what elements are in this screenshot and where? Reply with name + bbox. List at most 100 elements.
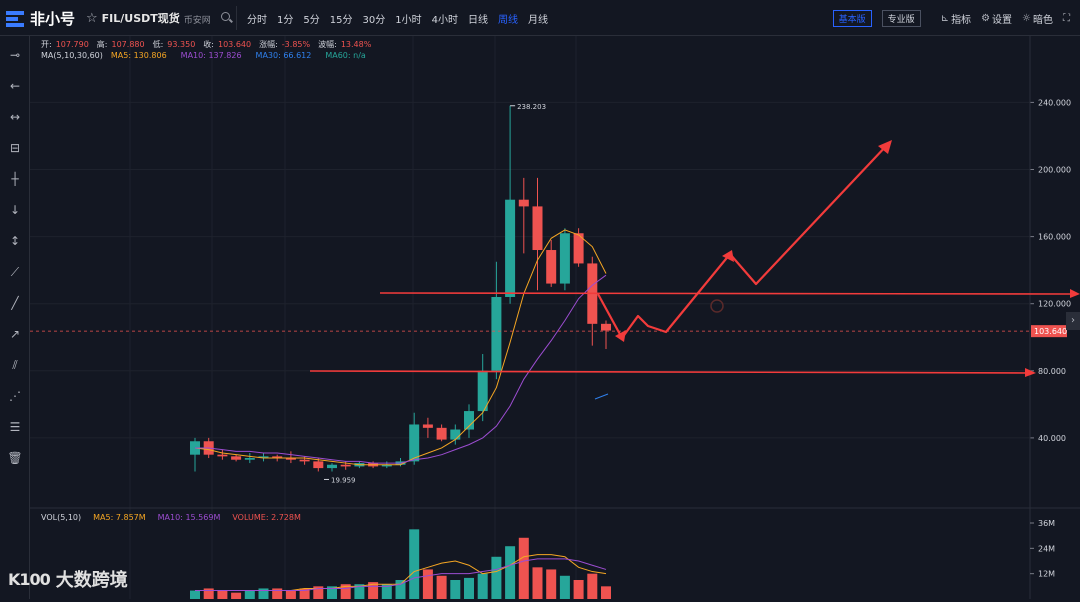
volume-bar — [381, 584, 392, 599]
ohlc-high: 高: 107.880 — [96, 40, 145, 49]
vol-ma5-value: MA5: 7.857M — [93, 513, 146, 522]
theme-button[interactable]: ☼ 暗色 — [1022, 11, 1053, 26]
ray-left-tool-icon[interactable]: ← — [9, 79, 21, 93]
indicator-label: 指标 — [951, 15, 972, 26]
resistance-arrowhead — [1070, 289, 1080, 298]
volume-bar — [587, 573, 598, 599]
chart-line-icon: ⊾ — [940, 13, 950, 24]
extended-line-tool-icon[interactable]: ↔ — [9, 110, 21, 124]
interval-tab-4[interactable]: 30分 — [362, 15, 386, 26]
interval-tab-8[interactable]: 周线 — [497, 15, 518, 26]
volume-legend: VOL(5,10) MA5: 7.857M MA10: 15.569M VOLU… — [41, 513, 305, 522]
volume-bar — [395, 580, 406, 599]
candle-body — [601, 323, 611, 331]
volume-bar — [285, 590, 296, 599]
ohlc-open: 开: 107.790 — [41, 40, 89, 49]
interval-tab-6[interactable]: 4小时 — [431, 15, 458, 26]
ohlc-legend: 开: 107.790 高: 107.880 低: 93.350 收: 103.640 涨… — [41, 39, 379, 50]
drawing-toolbar: ⊸ ← ↔ ⊟ ┼ ↓ ↕ ⟋ ╱ ↗ ⫽ ⋰ ☰ 🗑 — [0, 36, 30, 599]
right-toolbar: 基本版 专业版 ⊾ 指标 ⚙ 设置 ☼ 暗色 ⛶ — [832, 10, 1072, 27]
volume-bar — [491, 556, 502, 599]
interval-tab-1[interactable]: 1分 — [277, 15, 294, 26]
candle-body — [532, 206, 543, 251]
ma-title: MA(5,10,30,60) — [41, 51, 103, 60]
indicator-button[interactable]: ⊾ 指标 — [941, 11, 971, 26]
symbol-selector[interactable]: ☆ FIL/USDT现货 币安网 — [86, 10, 233, 26]
interval-tab-2[interactable]: 5分 — [303, 15, 320, 26]
divider — [236, 6, 237, 30]
trend-line-tool-icon[interactable]: ⟋ — [10, 265, 20, 279]
candlestick-chart[interactable]: 240.000 200.000 160.000 120.000 80.000 40.000… — [30, 36, 1080, 599]
horizontal-line-tool-icon[interactable]: ⊟ — [9, 141, 21, 155]
interval-tab-7[interactable]: 日线 — [467, 15, 488, 26]
vertical-segment-tool-icon[interactable]: ↕ — [9, 234, 21, 248]
forecast-arrowhead — [878, 140, 892, 154]
search-icon[interactable] — [220, 12, 233, 24]
resistance-line — [379, 292, 1071, 295]
ohlc-close: 收: 103.640 — [203, 40, 252, 49]
volume-bar — [450, 580, 461, 599]
candle-body — [573, 233, 584, 264]
ma60-value: MA60: n/a — [325, 51, 366, 60]
collapse-panel-button[interactable]: › — [1066, 312, 1080, 330]
volume-bar — [340, 584, 351, 599]
forecast-arrowhead-2 — [722, 250, 734, 262]
candle-body — [518, 199, 529, 207]
support-arrowhead — [1025, 368, 1036, 377]
logo[interactable]: 非小号 — [6, 8, 75, 29]
chart-area[interactable]: 240.000 200.000 160.000 120.000 80.000 40.000… — [30, 36, 1080, 599]
fibonacci-tool-icon[interactable]: ☰ — [9, 420, 21, 434]
ma5-line — [194, 229, 607, 466]
vertical-line-tool-icon[interactable]: ┼ — [11, 172, 19, 186]
volume-bar — [190, 590, 200, 599]
interval-tab-0[interactable]: 分时 — [247, 15, 267, 26]
basic-mode-button[interactable]: 基本版 — [832, 10, 872, 27]
gear-icon: ⚙ — [981, 13, 991, 24]
current-price-tag — [1031, 325, 1067, 338]
candle-body — [327, 464, 337, 469]
segment-tool-icon[interactable]: ╱ — [11, 296, 19, 310]
ma30-line — [594, 393, 609, 400]
settings-button[interactable]: ⚙ 设置 — [981, 11, 1012, 26]
candle-body — [340, 464, 351, 467]
arrow-tool-icon[interactable]: ↗ — [9, 327, 21, 341]
volume-bar — [354, 584, 365, 599]
volume-bar — [573, 580, 584, 599]
volume-ma10-line — [195, 558, 607, 592]
candle-body — [258, 456, 269, 459]
ma5-value: MA5: 130.806 — [110, 51, 167, 60]
interval-tab-9[interactable]: 月线 — [527, 15, 548, 26]
pitchfork-tool-icon[interactable]: ⋰ — [9, 389, 21, 403]
volume-bar — [559, 575, 570, 599]
volume-bar — [464, 577, 474, 599]
trash-icon[interactable]: 🗑 — [7, 451, 23, 465]
candle-body — [217, 454, 228, 457]
logo-text: 非小号 — [30, 10, 76, 28]
symbol-name: FIL/USDT现货 — [101, 12, 180, 25]
volume-bar — [546, 569, 557, 599]
volume-bar — [203, 588, 214, 599]
interval-tabs: 分时 1分 5分 15分 30分 1小时 4小时 日线 周线 月线 — [247, 11, 558, 26]
volume-bar — [313, 586, 324, 599]
pro-mode-button[interactable]: 专业版 — [881, 10, 921, 27]
ma-legend: MA(5,10,30,60) MA5: 130.806 MA10: 137.82… — [41, 51, 370, 60]
parallel-channel-tool-icon[interactable]: ⫽ — [12, 358, 18, 372]
low-marker-label: 19.959 — [331, 476, 356, 484]
fullscreen-button[interactable]: ⛶ — [1063, 13, 1072, 24]
volume-bar — [518, 537, 529, 599]
candle-body — [505, 199, 516, 297]
interval-tab-5[interactable]: 1小时 — [395, 15, 422, 26]
candle-body — [422, 424, 433, 428]
logo-icon — [6, 10, 26, 28]
volume-bar — [436, 575, 447, 599]
crosshair-tool-icon[interactable]: ⊸ — [9, 48, 21, 62]
vertical-ray-tool-icon[interactable]: ↓ — [9, 203, 21, 217]
price-axis-label-1: 200.000 — [1038, 166, 1071, 175]
volume-bar — [532, 567, 543, 599]
ma30-value: MA30: 66.612 — [255, 51, 312, 60]
ohlc-amplitude: 波幅: 13.48% — [318, 40, 372, 49]
volume-bar — [368, 582, 379, 599]
interval-tab-3[interactable]: 15分 — [329, 15, 353, 26]
star-icon[interactable]: ☆ — [86, 10, 98, 26]
volume-axis-label-1: 24M — [1038, 544, 1055, 553]
